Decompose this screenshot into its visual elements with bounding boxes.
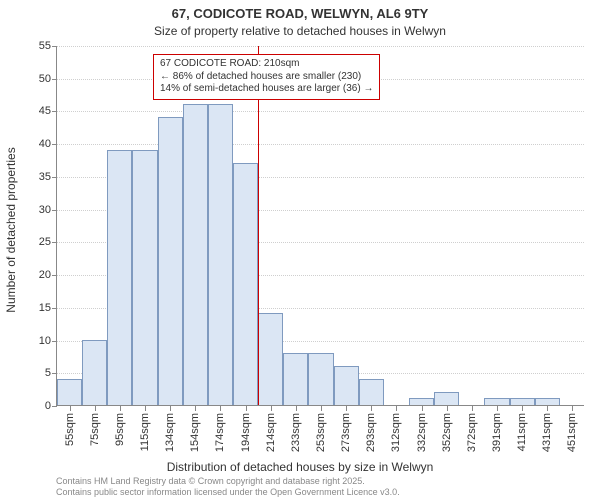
x-tick-label: 431sqm xyxy=(541,413,553,452)
y-tick xyxy=(52,242,57,243)
y-tick-label: 45 xyxy=(39,105,51,117)
y-tick xyxy=(52,308,57,309)
footer-line: Contains public sector information licen… xyxy=(56,487,400,498)
histogram-bar xyxy=(57,379,82,405)
x-tick-label: 75sqm xyxy=(89,413,101,446)
x-tick xyxy=(70,405,71,411)
annotation-line: 67 CODICOTE ROAD: 210sqm xyxy=(160,58,373,71)
y-tick-label: 25 xyxy=(39,236,51,248)
x-axis-label: Distribution of detached houses by size … xyxy=(0,460,600,474)
y-tick-label: 0 xyxy=(45,400,51,412)
x-tick xyxy=(296,405,297,411)
y-tick xyxy=(52,79,57,80)
x-tick-label: 253sqm xyxy=(315,413,327,452)
x-tick xyxy=(472,405,473,411)
x-tick-label: 312sqm xyxy=(390,413,402,452)
x-tick-label: 214sqm xyxy=(265,413,277,452)
reference-line xyxy=(258,46,259,405)
y-tick xyxy=(52,406,57,407)
y-tick-label: 10 xyxy=(39,335,51,347)
y-tick xyxy=(52,341,57,342)
x-tick-label: 95sqm xyxy=(114,413,126,446)
x-tick xyxy=(170,405,171,411)
footer-line: Contains HM Land Registry data © Crown c… xyxy=(56,476,400,487)
histogram-bar xyxy=(258,313,283,405)
chart-title: 67, CODICOTE ROAD, WELWYN, AL6 9TY xyxy=(0,6,600,21)
x-tick-label: 194sqm xyxy=(240,413,252,452)
histogram-bar xyxy=(132,150,157,405)
y-tick-label: 15 xyxy=(39,302,51,314)
x-tick xyxy=(371,405,372,411)
gridline xyxy=(57,111,584,112)
histogram-bar xyxy=(82,340,107,405)
y-tick-label: 50 xyxy=(39,73,51,85)
histogram-bar xyxy=(308,353,333,405)
x-tick-label: 115sqm xyxy=(139,413,151,451)
annotation-line: ← 86% of detached houses are smaller (23… xyxy=(160,71,373,84)
y-tick xyxy=(52,46,57,47)
y-tick xyxy=(52,275,57,276)
y-tick xyxy=(52,373,57,374)
x-tick-label: 332sqm xyxy=(416,413,428,452)
x-tick xyxy=(271,405,272,411)
gridline xyxy=(57,144,584,145)
histogram-bar xyxy=(283,353,308,405)
histogram-bar xyxy=(107,150,132,405)
x-tick xyxy=(346,405,347,411)
x-tick-label: 174sqm xyxy=(214,413,226,452)
x-tick xyxy=(145,405,146,411)
x-tick xyxy=(447,405,448,411)
x-tick-label: 391sqm xyxy=(491,413,503,452)
plot-area: 051015202530354045505555sqm75sqm95sqm115… xyxy=(56,46,584,406)
annotation-line: 14% of semi-detached houses are larger (… xyxy=(160,83,373,96)
y-tick-label: 30 xyxy=(39,204,51,216)
x-tick xyxy=(547,405,548,411)
y-tick-label: 40 xyxy=(39,138,51,150)
x-tick-label: 134sqm xyxy=(164,413,176,452)
y-tick xyxy=(52,177,57,178)
x-tick xyxy=(497,405,498,411)
histogram-bar xyxy=(183,104,208,405)
annotation-box: 67 CODICOTE ROAD: 210sqm ← 86% of detach… xyxy=(153,54,380,100)
y-tick-label: 35 xyxy=(39,171,51,183)
y-axis-label: Number of detached properties xyxy=(4,50,18,410)
chart-subtitle: Size of property relative to detached ho… xyxy=(0,24,600,38)
x-tick-label: 273sqm xyxy=(340,413,352,452)
histogram-bar xyxy=(158,117,183,405)
y-tick-label: 5 xyxy=(45,367,51,379)
x-tick xyxy=(396,405,397,411)
x-tick xyxy=(246,405,247,411)
x-tick-label: 451sqm xyxy=(566,413,578,452)
x-tick xyxy=(422,405,423,411)
y-tick-label: 55 xyxy=(39,40,51,52)
x-tick xyxy=(220,405,221,411)
x-tick-label: 55sqm xyxy=(64,413,76,446)
x-tick xyxy=(95,405,96,411)
x-tick-label: 233sqm xyxy=(290,413,302,452)
chart-container: 67, CODICOTE ROAD, WELWYN, AL6 9TY Size … xyxy=(0,0,600,500)
x-tick xyxy=(120,405,121,411)
y-tick xyxy=(52,111,57,112)
x-tick xyxy=(572,405,573,411)
y-tick xyxy=(52,210,57,211)
x-tick xyxy=(195,405,196,411)
x-tick xyxy=(321,405,322,411)
x-tick xyxy=(522,405,523,411)
gridline xyxy=(57,46,584,47)
histogram-bar xyxy=(434,392,459,405)
x-tick-label: 372sqm xyxy=(466,413,478,452)
y-tick-label: 20 xyxy=(39,269,51,281)
histogram-bar xyxy=(233,163,258,405)
histogram-bar xyxy=(359,379,384,405)
x-tick-label: 293sqm xyxy=(365,413,377,452)
y-tick xyxy=(52,144,57,145)
attribution-footer: Contains HM Land Registry data © Crown c… xyxy=(56,476,400,498)
histogram-bar xyxy=(208,104,233,405)
x-tick-label: 352sqm xyxy=(441,413,453,452)
x-tick-label: 411sqm xyxy=(516,413,528,451)
x-tick-label: 154sqm xyxy=(189,413,201,452)
histogram-bar xyxy=(334,366,359,405)
